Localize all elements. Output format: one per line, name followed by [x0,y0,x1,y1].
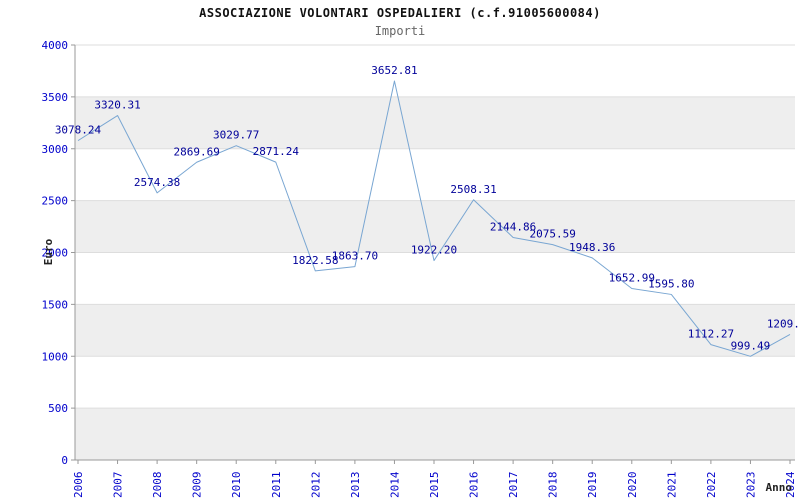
y-axis-title: Euro [42,238,55,265]
point-label: 3652.81 [371,64,417,77]
x-tick-label: 2011 [270,472,283,499]
y-tick-label: 0 [61,454,68,467]
plot-band [75,408,795,460]
y-tick-label: 2000 [42,247,69,260]
x-tick-label: 2015 [428,472,441,499]
point-label: 1112.27 [688,328,734,341]
plot-band [75,148,795,201]
point-label: 1922.20 [411,244,457,257]
point-label: 1863.70 [332,250,378,263]
point-label: 2869.69 [173,145,219,158]
plot-band [75,304,795,357]
point-label: 1948.36 [569,241,615,254]
point-label: 2871.24 [253,145,300,158]
plot-band [75,45,795,97]
point-label: 1595.80 [648,277,694,290]
plot-band [75,356,795,409]
y-tick-label: 500 [48,402,68,415]
y-tick-label: 1500 [42,298,69,311]
x-tick-label: 2007 [112,472,125,499]
x-axis-title: Anno [766,481,793,494]
x-tick-label: 2018 [547,472,560,499]
plot-band [75,252,795,305]
point-label: 2574.38 [134,176,180,189]
x-tick-label: 2012 [309,472,322,499]
point-label: 2508.31 [450,183,496,196]
point-label: 1822.58 [292,254,338,267]
y-tick-label: 1000 [42,350,69,363]
x-tick-label: 2023 [744,472,757,499]
x-tick-label: 2008 [151,472,164,499]
x-tick-label: 2022 [705,472,718,499]
point-label: 1652.99 [609,272,655,285]
x-tick-label: 2020 [626,472,639,499]
chart-title: ASSOCIAZIONE VOLONTARI OSPEDALIERI (c.f.… [199,6,601,20]
point-label: 1209.68 [767,317,800,330]
x-tick-label: 2006 [72,472,85,499]
point-label: 2075.59 [529,228,575,241]
y-tick-label: 3500 [42,91,69,104]
plot-band [75,96,795,149]
x-tick-label: 2019 [586,472,599,499]
series-line [77,80,791,357]
chart-subtitle: Importi [374,24,426,38]
x-tick-label: 2016 [468,472,481,499]
point-label: 3029.77 [213,129,259,142]
x-tick-label: 2014 [388,471,401,498]
plot-band [75,200,795,253]
point-label: 3320.31 [94,99,140,112]
x-tick-label: 2009 [191,472,204,499]
x-tick-label: 2013 [349,472,362,499]
y-tick-label: 2500 [42,195,69,208]
x-tick-label: 2021 [665,472,678,499]
x-tick-label: 2010 [230,472,243,499]
point-label: 999.49 [731,339,771,352]
y-tick-label: 4000 [42,39,69,52]
point-label: 2144.86 [490,220,536,233]
y-tick-label: 3000 [42,143,69,156]
x-tick-label: 2017 [507,472,520,499]
x-tick-label: 2024 [784,471,797,498]
point-label: 3078.24 [55,124,102,137]
